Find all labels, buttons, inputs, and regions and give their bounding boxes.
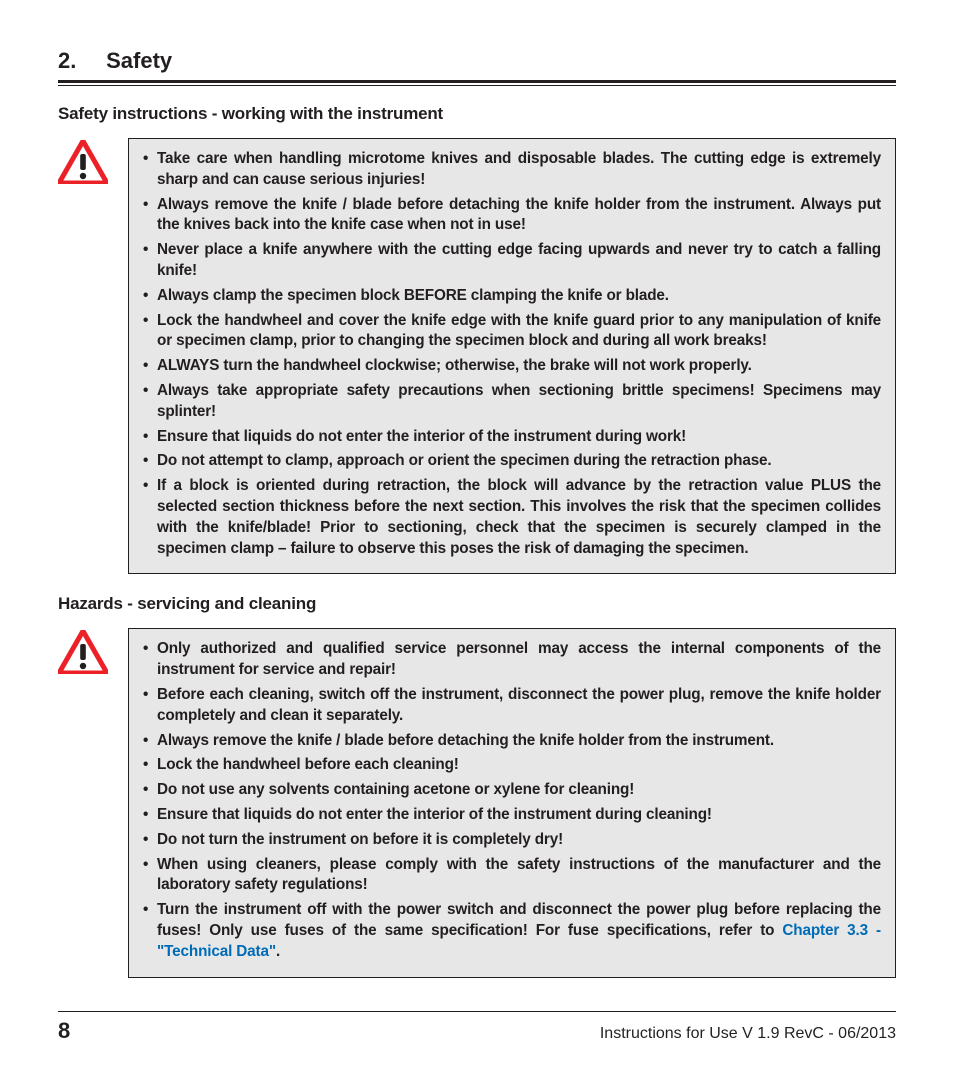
list-item: Ensure that liquids do not enter the int…	[139, 427, 881, 448]
list-item: Turn the instrument off with the power s…	[139, 900, 881, 962]
section-header: 2. Safety	[58, 48, 896, 78]
list-item: Do not attempt to clamp, approach or ori…	[139, 451, 881, 472]
list-item: Always remove the knife / blade before d…	[139, 731, 881, 752]
list-item: Take care when handling microtome knives…	[139, 149, 881, 191]
list-item: Do not use any solvents containing aceto…	[139, 780, 881, 801]
warning-box: Take care when handling microtome knives…	[128, 138, 896, 574]
header-rule	[58, 80, 896, 86]
warning-triangle-icon	[58, 628, 128, 674]
warning-list: Only authorized and qualified service pe…	[139, 639, 881, 962]
list-item: Always take appropriate safety precautio…	[139, 381, 881, 423]
list-item: When using cleaners, please comply with …	[139, 855, 881, 897]
list-item: ALWAYS turn the handwheel clockwise; oth…	[139, 356, 881, 377]
section-number: 2.	[58, 48, 100, 74]
footer-rule	[58, 1011, 896, 1012]
warning-triangle-icon	[58, 138, 128, 184]
warning-list: Take care when handling microtome knives…	[139, 149, 881, 559]
list-item: If a block is oriented during retraction…	[139, 476, 881, 559]
subheading: Hazards - servicing and cleaning	[58, 594, 896, 614]
list-item: Before each cleaning, switch off the ins…	[139, 685, 881, 727]
section-title: Safety	[106, 48, 172, 73]
list-item: Only authorized and qualified service pe…	[139, 639, 881, 681]
page-footer: 8 Instructions for Use V 1.9 RevC - 06/2…	[58, 1018, 896, 1044]
content-area: Safety instructions - working with the i…	[58, 104, 896, 978]
list-item: Ensure that liquids do not enter the int…	[139, 805, 881, 826]
list-item-text-after: .	[276, 943, 280, 960]
list-item: Always clamp the specimen block BEFORE c…	[139, 286, 881, 307]
list-item: Lock the handwheel and cover the knife e…	[139, 311, 881, 353]
page-number: 8	[58, 1018, 70, 1044]
list-item: Never place a knife anywhere with the cu…	[139, 240, 881, 282]
list-item: Do not turn the instrument on before it …	[139, 830, 881, 851]
list-item-text: Turn the instrument off with the power s…	[157, 901, 881, 939]
warning-block: Take care when handling microtome knives…	[58, 138, 896, 574]
list-item: Lock the handwheel before each cleaning!	[139, 755, 881, 776]
list-item: Always remove the knife / blade before d…	[139, 195, 881, 237]
warning-block: Only authorized and qualified service pe…	[58, 628, 896, 977]
subheading: Safety instructions - working with the i…	[58, 104, 896, 124]
warning-box: Only authorized and qualified service pe…	[128, 628, 896, 977]
document-page: 2. Safety Safety instructions - working …	[0, 0, 954, 1080]
footer-text: Instructions for Use V 1.9 RevC - 06/201…	[600, 1025, 896, 1043]
